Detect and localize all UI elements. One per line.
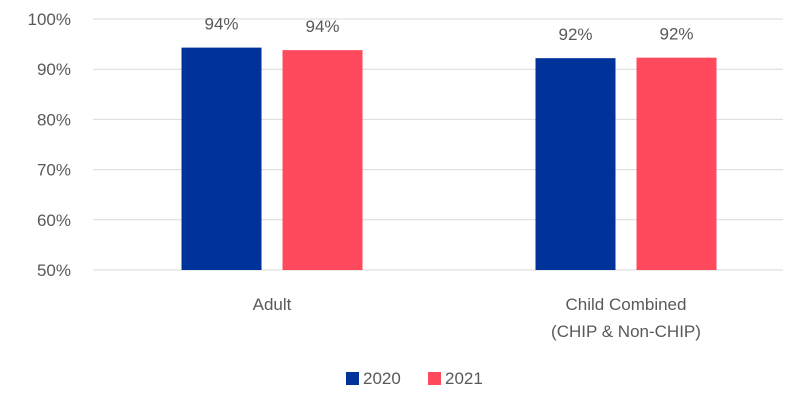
- x-category-label: Adult: [253, 295, 292, 314]
- bar-2021-1: [636, 57, 717, 271]
- x-category-label: Child Combined: [566, 295, 687, 314]
- x-category-label: (CHIP & Non-CHIP): [551, 322, 701, 341]
- bar-2020-0: [181, 47, 262, 270]
- data-label: 94%: [305, 17, 339, 36]
- data-label: 92%: [659, 25, 693, 44]
- legend-swatch-2021: [428, 372, 441, 385]
- y-tick-label: 90%: [37, 60, 71, 79]
- y-tick-label: 50%: [37, 261, 71, 280]
- data-label: 94%: [204, 15, 238, 34]
- legend-label: 2020: [363, 369, 401, 388]
- data-label: 92%: [558, 25, 592, 44]
- y-tick-label: 80%: [37, 110, 71, 129]
- y-tick-label: 60%: [37, 211, 71, 230]
- bar-2021-0: [282, 50, 363, 271]
- y-tick-label: 100%: [28, 10, 71, 29]
- bar-2020-1: [535, 58, 616, 270]
- y-tick-label: 70%: [37, 161, 71, 180]
- legend-label: 2021: [445, 369, 483, 388]
- legend-swatch-2020: [346, 372, 359, 385]
